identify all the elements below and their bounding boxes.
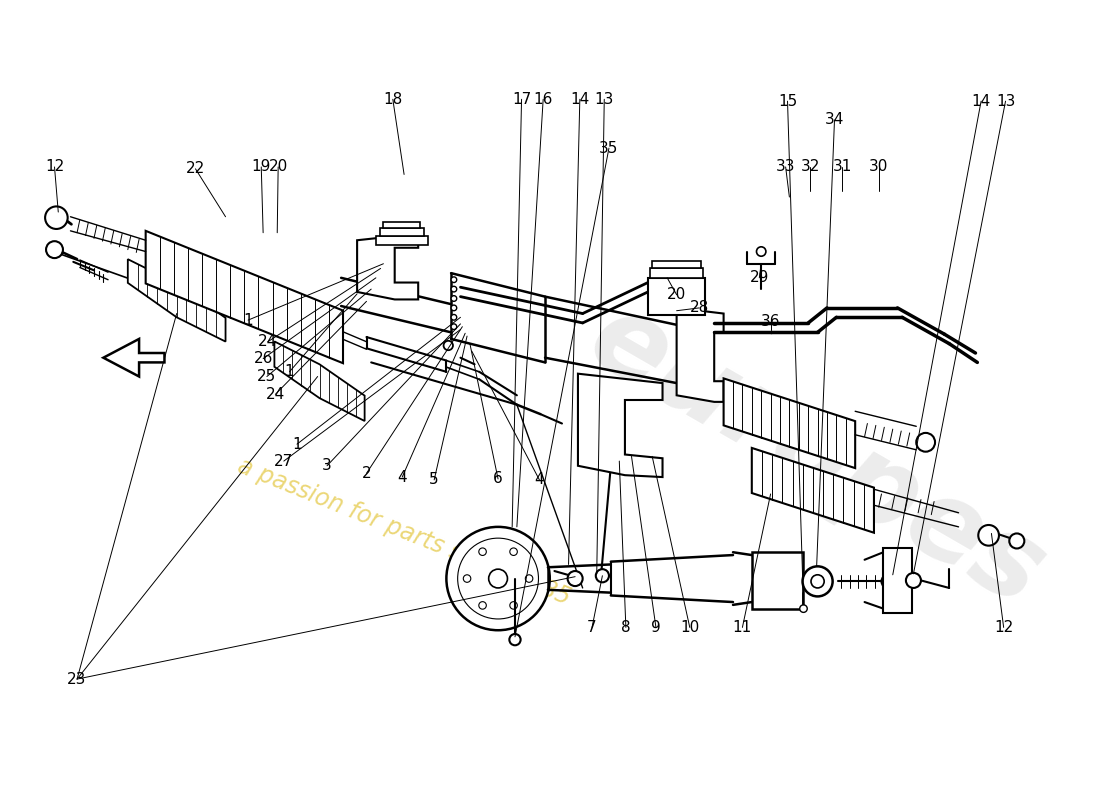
Bar — [650, 269, 703, 278]
Circle shape — [509, 602, 517, 609]
Text: 12: 12 — [45, 159, 64, 174]
Polygon shape — [145, 231, 343, 363]
Text: a passion for parts since 1985: a passion for parts since 1985 — [234, 454, 574, 610]
Polygon shape — [676, 308, 724, 402]
Text: 5: 5 — [429, 472, 439, 487]
Circle shape — [488, 569, 507, 588]
Circle shape — [596, 569, 609, 582]
Text: 13: 13 — [595, 92, 614, 106]
Text: 20: 20 — [667, 287, 686, 302]
Text: 25: 25 — [257, 369, 276, 384]
Bar — [376, 235, 428, 245]
Text: 4: 4 — [397, 470, 407, 485]
Text: 12: 12 — [994, 620, 1013, 635]
Circle shape — [978, 525, 999, 546]
Polygon shape — [358, 234, 418, 299]
Text: 29: 29 — [749, 270, 769, 286]
Circle shape — [800, 605, 807, 612]
Text: 9: 9 — [651, 620, 661, 635]
Text: 17: 17 — [512, 92, 531, 106]
Text: 30: 30 — [869, 159, 889, 174]
Circle shape — [811, 574, 824, 588]
Text: 36: 36 — [761, 314, 780, 329]
Circle shape — [568, 571, 583, 586]
Text: 1: 1 — [243, 313, 253, 328]
Circle shape — [451, 296, 456, 302]
Circle shape — [451, 305, 456, 310]
Circle shape — [509, 634, 520, 646]
Circle shape — [757, 247, 766, 256]
Circle shape — [443, 341, 453, 350]
Circle shape — [447, 527, 550, 630]
Circle shape — [1010, 534, 1024, 549]
Bar — [379, 228, 424, 235]
Text: 15: 15 — [778, 94, 798, 109]
Text: 28: 28 — [690, 301, 708, 315]
Text: 13: 13 — [996, 94, 1015, 109]
Text: 32: 32 — [801, 159, 820, 174]
Text: 8: 8 — [621, 620, 630, 635]
Polygon shape — [751, 448, 874, 533]
Circle shape — [916, 433, 935, 452]
Circle shape — [478, 602, 486, 609]
Text: 4: 4 — [535, 472, 544, 487]
Text: 3: 3 — [322, 458, 332, 474]
Polygon shape — [103, 339, 165, 377]
Text: 33: 33 — [776, 159, 795, 174]
Text: 19: 19 — [252, 159, 271, 174]
Circle shape — [526, 574, 532, 582]
Polygon shape — [578, 374, 662, 477]
Circle shape — [45, 206, 68, 229]
Text: 10: 10 — [680, 620, 700, 635]
Circle shape — [46, 241, 63, 258]
Text: 2: 2 — [362, 466, 372, 481]
Text: 16: 16 — [534, 92, 553, 106]
Bar — [648, 278, 705, 315]
Text: 24: 24 — [266, 387, 285, 402]
Circle shape — [803, 566, 833, 597]
Circle shape — [458, 538, 539, 619]
Text: 7: 7 — [587, 620, 597, 635]
Circle shape — [509, 548, 517, 555]
Polygon shape — [274, 342, 364, 421]
Text: europes: europes — [572, 283, 1064, 630]
Circle shape — [451, 277, 456, 282]
Bar — [652, 261, 701, 269]
Text: 26: 26 — [253, 351, 273, 366]
Bar — [883, 547, 912, 614]
Text: 20: 20 — [268, 159, 288, 174]
Text: 24: 24 — [258, 334, 277, 350]
Text: 11: 11 — [733, 620, 752, 635]
Text: 1: 1 — [285, 364, 295, 379]
Circle shape — [463, 574, 471, 582]
Text: 22: 22 — [186, 162, 205, 176]
Text: 31: 31 — [833, 159, 851, 174]
Text: 27: 27 — [274, 454, 294, 469]
Text: 1: 1 — [293, 437, 301, 452]
Bar — [751, 552, 803, 609]
Text: 14: 14 — [570, 92, 590, 106]
Circle shape — [597, 456, 607, 466]
Text: 18: 18 — [383, 92, 403, 106]
Bar — [384, 222, 420, 228]
Circle shape — [451, 314, 456, 320]
Circle shape — [881, 574, 894, 588]
Circle shape — [478, 548, 486, 555]
Circle shape — [451, 286, 456, 292]
Circle shape — [906, 573, 921, 588]
Text: 14: 14 — [971, 94, 991, 109]
Text: 6: 6 — [493, 471, 503, 486]
Text: 34: 34 — [825, 113, 844, 127]
Text: 23: 23 — [67, 672, 87, 686]
Polygon shape — [128, 259, 226, 342]
Circle shape — [451, 324, 456, 330]
Text: 35: 35 — [600, 141, 618, 156]
Polygon shape — [724, 378, 855, 468]
